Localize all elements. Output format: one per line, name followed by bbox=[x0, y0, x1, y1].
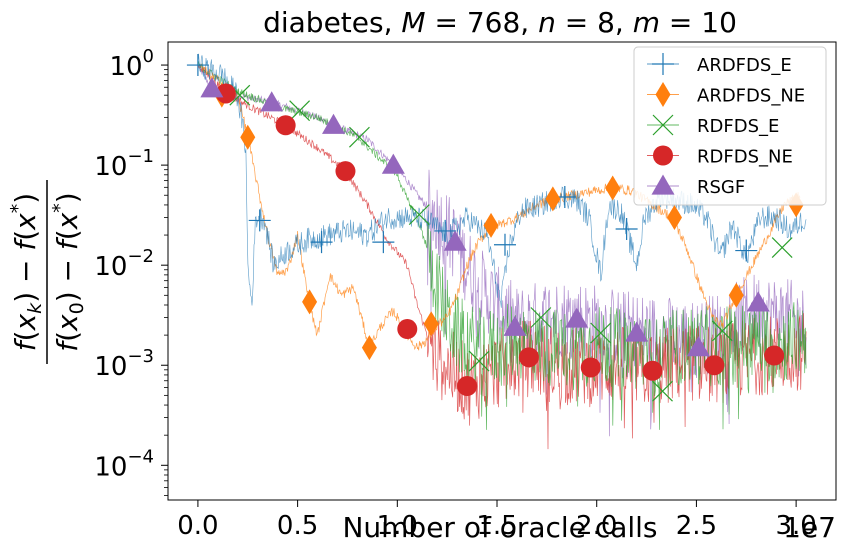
svg-text:f(xk) − f(x*): f(xk) − f(x*) bbox=[7, 193, 46, 351]
marker-rdfds-e bbox=[652, 380, 673, 402]
legend-label: ARDFDS_E bbox=[697, 55, 792, 76]
marker-ardfds-ne bbox=[302, 289, 318, 315]
marker-ardfds-e bbox=[186, 54, 209, 77]
x-axis: 0.0 0.5 1.0 1.5 2.0 2.5 3.0 bbox=[177, 500, 817, 541]
marker-ardfds-ne bbox=[361, 335, 377, 361]
x-tick-label: 3.0 bbox=[775, 511, 816, 541]
marker-ardfds-e bbox=[735, 239, 758, 262]
marker-rdfds-ne bbox=[580, 357, 601, 378]
marker-rdfds-ne bbox=[397, 319, 418, 340]
marker-rsgf bbox=[686, 336, 710, 357]
legend-label: RDFDS_E bbox=[697, 116, 779, 137]
marker-rdfds-ne bbox=[764, 345, 785, 366]
marker-ardfds-e bbox=[434, 219, 457, 242]
marker-ardfds-ne bbox=[666, 204, 682, 230]
marker-ardfds-ne bbox=[240, 124, 256, 150]
legend-entry-rsgf: RSGF bbox=[647, 174, 745, 198]
legend: ARDFDS_E ARDFDS_NE RDFDS_E RDFDS_NE RSGF bbox=[633, 46, 827, 206]
marker-rdfds-ne bbox=[642, 360, 663, 381]
legend-label: RDFDS_NE bbox=[697, 147, 793, 168]
marker-ardfds-e bbox=[248, 209, 271, 232]
series-markers bbox=[186, 54, 804, 402]
marker-rdfds-e bbox=[530, 307, 552, 328]
marker-rdfds-e bbox=[711, 320, 733, 342]
legend-label: ARDFDS_NE bbox=[697, 86, 805, 107]
legend-marker bbox=[655, 82, 671, 107]
marker-rsgf bbox=[322, 113, 346, 134]
marker-ardfds-ne bbox=[545, 186, 561, 212]
y-tick-label: 10−4 bbox=[94, 446, 154, 482]
legend-entry-rdfds-e: RDFDS_E bbox=[647, 114, 779, 137]
marker-rdfds-e bbox=[349, 126, 370, 148]
y-tick-label: 10−1 bbox=[94, 146, 154, 182]
marker-rdfds-e bbox=[771, 237, 793, 258]
series-line-ardfds-e bbox=[197, 53, 807, 308]
plot-frame bbox=[167, 41, 837, 501]
marker-rdfds-ne bbox=[215, 83, 236, 104]
marker-ardfds-ne bbox=[483, 212, 499, 238]
marker-ardfds-e bbox=[372, 231, 395, 254]
y-tick-label: 100 bbox=[109, 46, 154, 82]
marker-ardfds-ne bbox=[423, 311, 439, 337]
series-lines bbox=[197, 53, 807, 450]
marker-rsgf bbox=[381, 153, 405, 174]
series-line-ardfds-ne bbox=[197, 63, 801, 352]
legend-marker bbox=[653, 145, 673, 166]
x-tick-label: 0.5 bbox=[277, 511, 318, 541]
marker-rsgf bbox=[260, 91, 284, 112]
x-tick-label: 1.5 bbox=[476, 511, 517, 541]
x-axis-scale-label: 1e7 bbox=[783, 511, 836, 544]
marker-rdfds-ne bbox=[518, 347, 539, 368]
y-axis-label: f(xk) − f(x*) f(x0) − f(x*) bbox=[7, 180, 88, 364]
legend-entry-ardfds-e: ARDFDS_E bbox=[647, 53, 792, 76]
marker-ardfds-e bbox=[310, 231, 333, 254]
legend-entry-ardfds-ne: ARDFDS_NE bbox=[647, 82, 805, 107]
marker-ardfds-ne bbox=[728, 282, 744, 308]
marker-rsgf bbox=[443, 230, 467, 251]
legend-box bbox=[633, 46, 827, 206]
x-tick-label: 2.0 bbox=[576, 511, 617, 541]
x-tick-label: 0.0 bbox=[177, 511, 218, 541]
legend-entry-rdfds-ne: RDFDS_NE bbox=[647, 145, 793, 168]
marker-rdfds-e bbox=[590, 322, 612, 344]
y-tick-label: 10−2 bbox=[94, 246, 154, 282]
marker-rsgf bbox=[625, 321, 649, 342]
chart-title: diabetes, M = 768, n = 8, m = 10 bbox=[263, 6, 737, 39]
x-axis-label: Number of oracle calls bbox=[342, 511, 657, 544]
marker-ardfds-e bbox=[615, 217, 638, 240]
marker-ardfds-ne bbox=[605, 175, 621, 201]
marker-rsgf bbox=[565, 307, 589, 328]
legend-marker bbox=[652, 53, 674, 75]
marker-rdfds-e bbox=[468, 350, 490, 372]
marker-rdfds-e bbox=[289, 100, 311, 122]
marker-rdfds-e bbox=[408, 204, 430, 226]
marker-rsgf bbox=[746, 291, 770, 312]
marker-rdfds-ne bbox=[335, 161, 356, 182]
marker-rdfds-ne bbox=[275, 115, 296, 136]
series-line-rdfds-e bbox=[197, 60, 807, 430]
marker-rdfds-ne bbox=[704, 355, 725, 376]
svg-text:f(x0) − f(x*): f(x0) − f(x*) bbox=[49, 192, 88, 351]
y-axis: 100 10−1 10−2 10−3 10−4 bbox=[94, 46, 168, 496]
marker-ardfds-e bbox=[493, 233, 516, 256]
x-tick-label: 1.0 bbox=[377, 511, 418, 541]
marker-rsgf bbox=[503, 315, 527, 336]
legend-marker bbox=[652, 114, 674, 136]
legend-marker bbox=[651, 174, 675, 195]
marker-rdfds-ne bbox=[457, 376, 478, 397]
y-tick-label: 10−3 bbox=[94, 346, 154, 382]
legend-label: RSGF bbox=[697, 177, 745, 198]
marker-rsgf bbox=[200, 77, 224, 98]
x-tick-label: 2.5 bbox=[676, 511, 717, 541]
